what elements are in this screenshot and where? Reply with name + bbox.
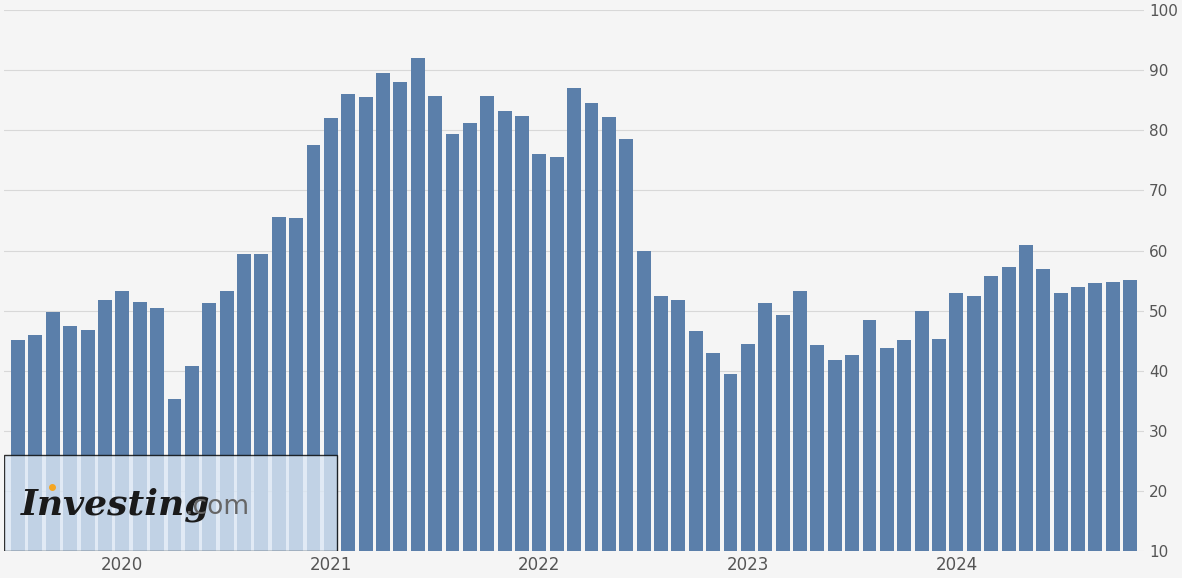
Bar <box>689 331 703 578</box>
Text: .com: .com <box>184 494 249 520</box>
Bar <box>602 117 616 578</box>
Bar <box>741 344 755 578</box>
Bar <box>915 311 929 578</box>
Bar <box>1089 283 1103 578</box>
Bar <box>654 295 668 578</box>
Bar <box>342 94 355 578</box>
Bar <box>967 295 981 578</box>
Bar <box>238 254 251 578</box>
Bar <box>1037 269 1051 578</box>
Bar <box>1053 293 1067 578</box>
Bar <box>463 123 476 578</box>
Bar <box>671 301 686 578</box>
Bar <box>775 316 790 578</box>
Bar <box>1123 280 1137 578</box>
Bar <box>64 325 77 578</box>
Bar <box>358 97 372 578</box>
Bar <box>80 331 95 578</box>
Bar <box>480 96 494 578</box>
Bar <box>532 154 546 578</box>
Bar <box>11 340 25 578</box>
Bar <box>550 157 564 578</box>
Bar <box>116 291 129 578</box>
Bar <box>394 82 408 578</box>
Bar <box>132 302 147 578</box>
Bar <box>1071 287 1085 578</box>
Bar <box>637 250 650 578</box>
Bar <box>272 217 286 578</box>
Bar <box>428 96 442 578</box>
Bar <box>706 353 720 578</box>
Bar <box>1019 245 1033 578</box>
Text: Investing: Investing <box>21 487 210 522</box>
Bar <box>811 346 824 578</box>
Bar <box>376 73 390 578</box>
Bar <box>254 254 268 578</box>
Bar <box>879 348 894 578</box>
Bar <box>863 320 877 578</box>
Bar <box>723 375 738 578</box>
Bar <box>793 291 807 578</box>
Bar <box>306 144 320 578</box>
Bar <box>202 303 216 578</box>
Bar <box>168 399 181 578</box>
Bar <box>897 340 911 578</box>
Bar <box>98 301 112 578</box>
Bar <box>933 339 946 578</box>
Bar <box>1106 281 1119 578</box>
Bar <box>619 139 634 578</box>
Bar <box>1001 267 1015 578</box>
Bar <box>515 116 530 578</box>
Bar <box>498 111 512 578</box>
Bar <box>150 308 164 578</box>
Bar <box>28 335 43 578</box>
Bar <box>827 360 842 578</box>
Bar <box>759 303 772 578</box>
Bar <box>985 276 998 578</box>
Bar <box>184 366 199 578</box>
Bar <box>46 313 60 578</box>
Bar <box>949 293 963 578</box>
Bar <box>324 118 338 578</box>
Bar <box>411 58 424 578</box>
Bar <box>585 103 598 578</box>
Bar <box>290 218 303 578</box>
Bar <box>220 291 234 578</box>
FancyBboxPatch shape <box>5 455 337 551</box>
Bar <box>567 88 582 578</box>
Bar <box>446 134 460 578</box>
Bar <box>845 355 859 578</box>
